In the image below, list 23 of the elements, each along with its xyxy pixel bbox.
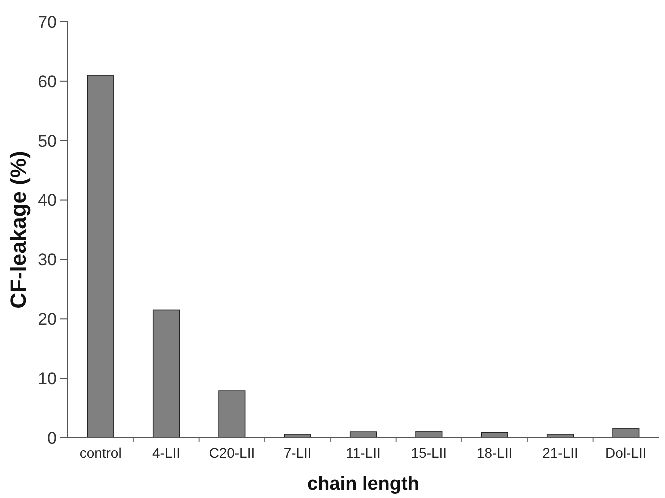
x-tick-label: 18-LII <box>476 445 513 461</box>
y-tick-label: 50 <box>38 132 57 151</box>
x-tick-label: control <box>80 445 122 461</box>
y-tick-label: 40 <box>38 191 57 210</box>
y-tick-label: 70 <box>38 12 57 32</box>
bar <box>87 75 114 438</box>
x-tick-label: Dol-LII <box>606 445 647 461</box>
y-axis-title: CF-leakage (%) <box>6 151 31 309</box>
y-tick-label: 30 <box>38 250 57 270</box>
x-axis-title: chain length <box>308 474 420 495</box>
x-tick-label: 15-LII <box>411 445 448 461</box>
y-tick-label: 60 <box>38 72 57 92</box>
x-tick-label: 4-LII <box>152 445 181 461</box>
x-tick-label: 11-LII <box>346 445 381 461</box>
y-tick-label: 20 <box>38 310 57 330</box>
x-tick-label: 7-LII <box>284 445 312 461</box>
bar <box>612 428 640 438</box>
y-tick-label: 0 <box>48 428 57 448</box>
bar <box>218 390 246 438</box>
y-tick-label: 10 <box>38 370 57 389</box>
bar <box>152 310 180 438</box>
x-tick-label: 21-LII <box>542 445 578 461</box>
x-tick-label: C20-LII <box>209 445 256 461</box>
